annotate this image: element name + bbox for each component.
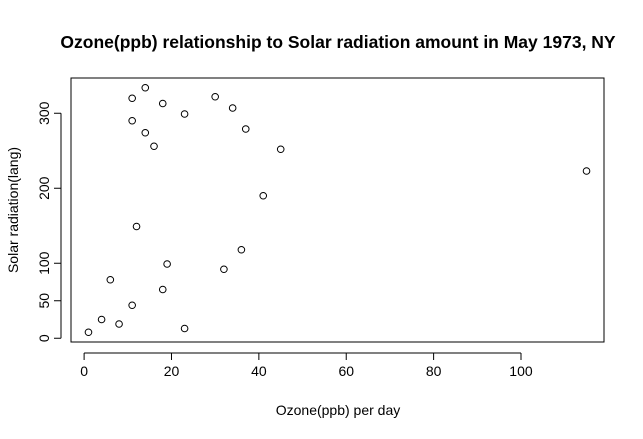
data-point — [158, 285, 167, 294]
data-point — [97, 315, 106, 324]
data-point — [180, 324, 189, 333]
data-point — [115, 320, 123, 328]
data-point — [128, 116, 136, 125]
x-axis-label: Ozone(ppb) per day — [276, 402, 401, 418]
data-point — [237, 245, 246, 254]
x-tick-label: 80 — [426, 363, 442, 379]
chart-title: Ozone(ppb) relationship to Solar radiati… — [60, 32, 616, 52]
data-point — [106, 275, 115, 284]
x-tick-label: 60 — [338, 363, 354, 379]
y-tick-label: 0 — [36, 334, 52, 342]
data-point — [276, 145, 285, 154]
y-axis-label: Solar radiation(lang) — [5, 147, 21, 273]
x-tick-label: 40 — [251, 363, 267, 379]
data-point — [220, 265, 228, 274]
x-tick-label: 20 — [164, 363, 180, 379]
y-tick-label: 200 — [36, 176, 52, 200]
data-point — [84, 328, 93, 337]
x-axis: 0 20 40 60 80 100 — [80, 352, 533, 379]
y-axis: 0 50 100 200 300 — [36, 101, 62, 342]
data-point — [163, 260, 171, 268]
data-point — [211, 92, 219, 101]
data-point — [582, 167, 591, 175]
data-point — [241, 125, 250, 133]
data-point — [128, 94, 136, 103]
data-point — [150, 142, 158, 151]
y-tick-label: 100 — [36, 251, 52, 275]
y-tick-label: 50 — [36, 293, 52, 309]
data-point — [141, 128, 150, 137]
x-tick-label: 0 — [80, 363, 88, 379]
data-point — [228, 104, 237, 112]
data-point — [180, 110, 189, 118]
data-point — [141, 83, 150, 92]
data-point — [128, 301, 136, 310]
plot-frame — [70, 77, 605, 343]
data-point — [158, 99, 167, 108]
data-points — [84, 83, 591, 337]
y-tick-label: 300 — [36, 101, 52, 125]
data-point — [259, 191, 268, 200]
data-point — [132, 222, 141, 231]
x-tick-label: 100 — [509, 363, 533, 379]
